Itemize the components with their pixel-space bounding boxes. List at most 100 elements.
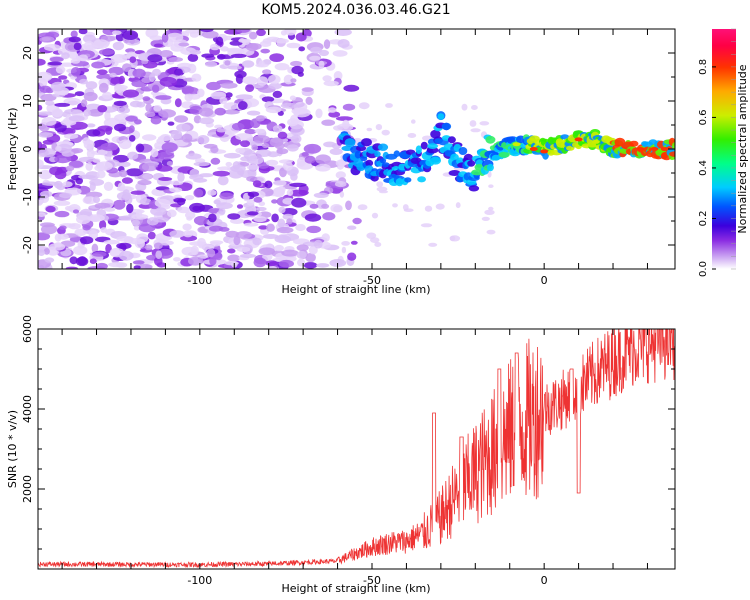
noise-blob — [343, 84, 360, 92]
noise-blob — [189, 202, 205, 213]
snr-ticks: -100 -50 0 2000 4000 6000 — [21, 315, 675, 587]
noise-blob — [244, 206, 254, 213]
noise-blob — [61, 52, 70, 60]
noise-blob — [196, 135, 210, 145]
noise-blob — [155, 250, 162, 259]
noise-blob — [38, 148, 56, 158]
noise-blob — [262, 234, 279, 239]
noise-blob — [313, 192, 329, 198]
noise-blob — [82, 196, 97, 205]
signal-blob — [355, 145, 367, 152]
signal-blob — [486, 163, 494, 172]
noise-blob — [86, 129, 101, 137]
noise-blob — [216, 36, 224, 46]
noise-blob — [246, 110, 261, 116]
noise-blob — [291, 107, 309, 115]
noise-blob — [201, 53, 215, 58]
noise-blob — [296, 244, 309, 252]
noise-blob — [117, 107, 130, 114]
spectrogram-x-axis-label: Height of straight line (km) — [281, 283, 430, 296]
noise-blob — [253, 257, 267, 268]
noise-blob — [241, 60, 255, 68]
noise-blob — [38, 232, 51, 241]
x-tick-label: 0 — [541, 274, 548, 287]
noise-blob — [70, 148, 84, 154]
noise-blob — [210, 146, 219, 154]
noise-blob — [305, 252, 316, 263]
noise-blob — [122, 30, 139, 40]
noise-blob — [74, 228, 87, 236]
noise-blob — [127, 151, 139, 160]
noise-blob — [283, 74, 294, 85]
noise-blob — [170, 130, 183, 140]
noise-blob — [420, 223, 433, 228]
noise-blob — [385, 103, 393, 108]
signal-blob — [448, 170, 461, 176]
noise-blob — [304, 155, 316, 164]
noise-blob — [309, 55, 321, 61]
noise-blob — [334, 29, 352, 36]
noise-blob — [70, 58, 81, 64]
noise-blob — [117, 182, 126, 192]
noise-blob — [247, 191, 260, 197]
noise-blob — [282, 161, 293, 171]
noise-blob — [80, 99, 88, 107]
noise-blob — [323, 141, 336, 148]
noise-blob — [96, 73, 114, 80]
noise-blob — [251, 144, 258, 151]
noise-blob — [89, 178, 105, 186]
noise-blob — [278, 206, 286, 214]
noise-blob — [470, 128, 481, 133]
noise-blob — [92, 251, 107, 257]
signal-blob — [669, 151, 675, 157]
noise-blob — [290, 60, 303, 67]
noise-blob — [185, 211, 196, 220]
signal-blob — [374, 151, 381, 158]
noise-blob — [193, 178, 208, 183]
noise-blob — [304, 213, 322, 222]
noise-blob — [281, 249, 299, 257]
signal-blob — [441, 122, 452, 131]
noise-blob — [97, 149, 108, 156]
noise-blob — [113, 100, 127, 107]
signal-blob — [450, 153, 459, 161]
noise-blob — [144, 111, 156, 118]
colorbar-tick-label: 0.6 — [698, 109, 709, 125]
noise-blob — [59, 192, 73, 199]
noise-blob — [280, 82, 296, 87]
noise-blob — [100, 227, 108, 233]
noise-blob — [64, 109, 81, 115]
noise-blob — [212, 170, 230, 177]
noise-blob — [235, 74, 244, 84]
noise-blob — [262, 69, 272, 75]
noise-blob — [158, 177, 173, 181]
noise-blob — [220, 82, 238, 89]
noise-blob — [82, 137, 91, 145]
noise-blob — [258, 225, 269, 230]
noise-blob — [276, 148, 289, 155]
noise-blob — [111, 30, 122, 36]
noise-blob — [216, 202, 233, 210]
noise-blob — [219, 192, 234, 200]
noise-blob — [323, 39, 331, 50]
noise-blob — [206, 248, 216, 258]
noise-blob — [122, 89, 139, 98]
noise-blob — [188, 256, 204, 266]
signal-blob — [498, 151, 510, 158]
noise-blob — [169, 230, 186, 238]
snr-plot-area — [38, 329, 675, 569]
noise-blob — [213, 199, 221, 205]
noise-blob — [69, 256, 78, 265]
noise-blob — [268, 265, 278, 269]
noise-blob — [159, 76, 178, 87]
noise-blob — [301, 152, 309, 157]
x-tick-label: -100 — [187, 274, 212, 287]
noise-blob — [154, 198, 171, 208]
signal-blob — [468, 185, 480, 192]
noise-blob — [50, 81, 66, 92]
noise-blob — [223, 109, 240, 115]
noise-blob — [258, 60, 265, 68]
noise-blob — [435, 203, 445, 210]
noise-blob — [286, 218, 293, 225]
noise-blob — [252, 180, 262, 188]
